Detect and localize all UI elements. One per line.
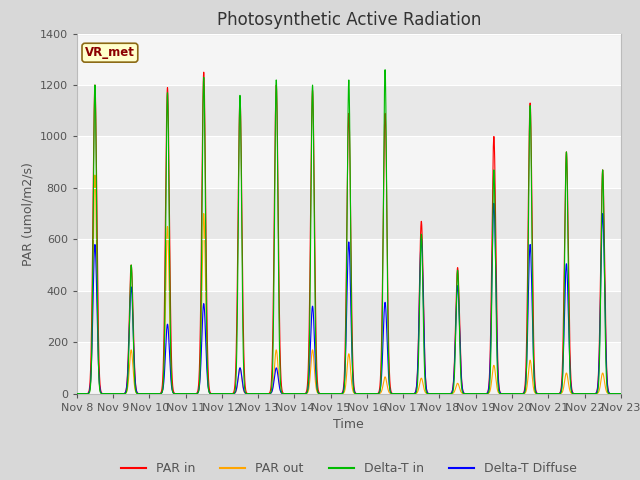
PAR in: [73, 391, 81, 396]
PAR out: [330, 391, 338, 396]
Delta-T Diffuse: [594, 382, 602, 387]
Legend: PAR in, PAR out, Delta-T in, Delta-T Diffuse: PAR in, PAR out, Delta-T in, Delta-T Dif…: [116, 457, 582, 480]
PAR out: [486, 388, 493, 394]
Delta-T in: [381, 67, 389, 72]
Title: Photosynthetic Active Radiation: Photosynthetic Active Radiation: [216, 11, 481, 29]
Delta-T in: [594, 387, 602, 393]
PAR out: [594, 390, 602, 396]
PAR out: [258, 391, 266, 396]
PAR out: [91, 172, 99, 178]
Delta-T in: [330, 391, 338, 396]
X-axis label: Time: Time: [333, 418, 364, 431]
Delta-T Diffuse: [486, 371, 493, 377]
Bar: [77, 240, 621, 291]
Bar: [77, 85, 621, 136]
PAR out: [73, 391, 81, 396]
PAR in: [594, 379, 602, 385]
Delta-T in: [73, 391, 81, 396]
Delta-T in: [258, 391, 266, 396]
Delta-T in: [617, 391, 625, 396]
Delta-T Diffuse: [258, 391, 266, 396]
PAR out: [588, 391, 595, 396]
Bar: [77, 188, 621, 240]
Delta-T Diffuse: [490, 201, 498, 206]
PAR in: [200, 69, 207, 75]
PAR out: [470, 391, 478, 396]
PAR in: [617, 391, 625, 396]
PAR in: [258, 391, 266, 396]
Delta-T Diffuse: [73, 391, 81, 396]
PAR in: [588, 391, 595, 396]
Delta-T Diffuse: [617, 391, 625, 396]
Y-axis label: PAR (umol/m2/s): PAR (umol/m2/s): [21, 162, 34, 265]
Bar: [77, 291, 621, 342]
Delta-T in: [470, 391, 478, 396]
Bar: [77, 34, 621, 85]
PAR in: [470, 391, 478, 396]
Text: VR_met: VR_met: [85, 46, 135, 59]
Delta-T Diffuse: [330, 391, 338, 396]
Delta-T Diffuse: [470, 391, 478, 396]
Line: Delta-T in: Delta-T in: [77, 70, 621, 394]
Line: PAR out: PAR out: [77, 175, 621, 394]
Line: PAR in: PAR in: [77, 72, 621, 394]
Bar: [77, 136, 621, 188]
Line: Delta-T Diffuse: Delta-T Diffuse: [77, 204, 621, 394]
PAR in: [486, 362, 493, 368]
Bar: [77, 342, 621, 394]
Delta-T Diffuse: [588, 391, 595, 396]
PAR in: [330, 391, 338, 396]
Delta-T in: [588, 391, 595, 396]
Delta-T in: [486, 380, 493, 386]
PAR out: [617, 391, 625, 396]
